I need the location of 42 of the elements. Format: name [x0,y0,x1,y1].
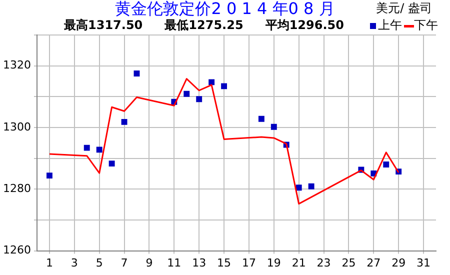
point [270,124,277,130]
point [184,90,190,97]
y-tick-label: 1260 [2,244,31,257]
y-tick-label: 1280 [2,182,31,195]
point [108,160,115,167]
x-tick-label: 1 [46,256,53,270]
y-tick-label: 1320 [2,58,31,72]
point [296,184,302,191]
chart-title: 黄金伦敦定价2 0 1 4 年0 8 月 [115,0,335,18]
point [196,96,202,102]
text: 平均1296.50 [264,18,344,32]
x-tick-label: 27 [366,256,381,270]
x-tick-label: 15 [217,256,232,270]
legend-label: 上午 [378,18,402,32]
point [46,172,52,179]
legend-label: 下午 [414,18,438,32]
text: 最低1275.25 [164,18,244,32]
x-tick-label: 19 [266,256,281,270]
x-tick-label: 21 [292,256,306,270]
point [383,162,390,168]
point [221,83,228,90]
x-tick-label: 9 [146,256,153,270]
x-tick-label: 25 [342,256,356,270]
x-tick-label: 29 [392,256,406,270]
x-tick-label: 31 [416,256,431,270]
x-tick-label: 11 [167,256,182,270]
point [96,146,102,153]
point [208,79,215,86]
point [308,183,314,190]
y-axis-title: 美元/ 盎司 [376,1,432,16]
y-tick-label: 1300 [2,120,31,134]
x-tick-label: 17 [242,256,256,270]
x-tick-label: 3 [70,256,78,270]
point [134,70,140,77]
point [84,144,90,151]
x-tick-label: 23 [316,256,331,270]
x-tick-label: 13 [192,256,206,270]
x-tick-label: 5 [96,256,103,270]
x-tick-label: 7 [120,256,128,270]
point [121,118,128,125]
text: 最高1317.50 [63,18,143,32]
point [258,116,264,122]
